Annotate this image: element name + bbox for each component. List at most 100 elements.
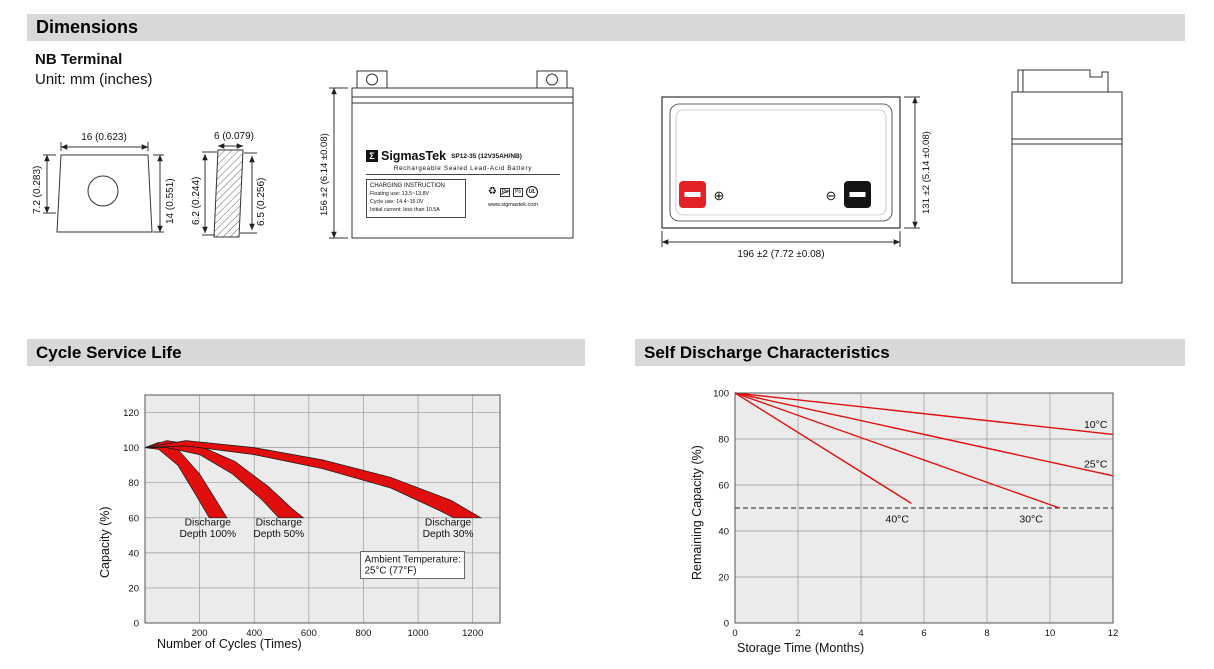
temperature-line	[734, 392, 1114, 477]
unit-label: Unit: mm (inches)	[35, 71, 153, 89]
annotation-text: Ambient Temperature:	[365, 555, 461, 566]
temperature-line-label: 30°C	[1019, 514, 1043, 526]
dim-battery-width: 131 ±2 (5.14 ±0.08)	[921, 131, 932, 214]
self-discharge-plot: 10°C 25°C 30°C 40°C 0 20 40 60 80 100 0 2 4 6 8 10 12	[713, 389, 1118, 640]
battery-top-view: ⊕ ⊖	[661, 96, 920, 247]
plot-border	[734, 392, 1114, 624]
dim-pin-h2: 6.5 (0.256)	[256, 178, 267, 226]
label-subtitle: Rechargeable Sealed Lead-Acid Battery	[366, 165, 560, 175]
x-tick-label: 8	[984, 628, 989, 639]
x-tick-label: 4	[858, 628, 863, 639]
y-tick-label: 100	[123, 443, 139, 454]
temperature-line	[734, 392, 1060, 509]
logo-glyph: Σ	[369, 151, 375, 161]
x-tick-label: 10	[1045, 628, 1056, 639]
y-tick-label: 80	[128, 478, 139, 489]
y-tick-label: 20	[128, 583, 139, 594]
y-tick-label: 0	[724, 619, 729, 630]
chart2-y-axis-label: Remaining Capacity (%)	[690, 445, 704, 581]
dim-battery-length: 196 ±2 (7.72 ±0.08)	[737, 249, 824, 260]
charging-title: CHARGING INSTRUCTION	[370, 183, 445, 189]
annotation-box	[360, 551, 466, 580]
lead-pb-icon: Pb	[512, 187, 524, 197]
annotation-text: 25°C (77°F)	[365, 566, 417, 577]
label-certification-icons: ♻ Pb Pb UL www.sigmastek.com	[466, 179, 560, 218]
y-tick-label: 0	[134, 619, 139, 630]
terminal-body-shape	[56, 154, 153, 233]
x-tick-label: 800	[356, 628, 372, 639]
terminal-type-label: NB Terminal	[35, 51, 123, 68]
ul-certification-icon: UL	[526, 186, 539, 198]
discharge-depth-band	[144, 440, 483, 519]
charging-line: Cycle use: 14.4~15.0V	[370, 198, 424, 205]
terminal-bolt-hole	[87, 175, 119, 207]
icon-row: ♻ Pb Pb UL	[487, 186, 539, 198]
dim-terminal-h2: 14 (0.551)	[165, 178, 176, 224]
x-tick-label: 1200	[462, 628, 483, 639]
section-header-self-discharge: Self Discharge Characteristics	[635, 339, 1185, 366]
label-brand-row: Σ SigmasTek SP12-35 (12V35AH/NB)	[366, 149, 560, 163]
temperature-line-label: 10°C	[1084, 419, 1108, 431]
terminal-info: NB Terminal Unit: mm (inches)	[35, 50, 153, 91]
y-tick-label: 60	[718, 481, 729, 492]
brand-name: SigmasTek	[381, 149, 447, 163]
chart1-x-axis-label: Number of Cycles (Times)	[157, 637, 302, 651]
charging-instruction-box: CHARGING INSTRUCTION Floating use: 13.5~…	[366, 179, 466, 218]
annotation-text: Depth 50%	[253, 529, 304, 540]
cycle-service-life-chart: 0 20 40 60 80 100 120 200 400 600 800 1000 1200 Disch…	[95, 385, 525, 669]
sigmastek-logo-icon: Σ	[366, 150, 378, 162]
x-tick-label: 2	[795, 628, 800, 639]
y-tick-label: 40	[128, 548, 139, 559]
section-header-cycle-service-life: Cycle Service Life	[27, 339, 585, 366]
model-number: SP12-35 (12V35AH/NB)	[451, 152, 522, 160]
temperature-line	[734, 392, 1114, 436]
y-tick-label: 100	[713, 389, 729, 400]
section-title: Self Discharge Characteristics	[644, 342, 890, 362]
charging-line: Floating use: 13.5~13.8V	[370, 191, 430, 197]
terminal-pin-drawing	[202, 143, 257, 238]
section-title: Cycle Service Life	[36, 342, 182, 362]
y-tick-label: 80	[718, 435, 729, 446]
y-tick-label: 40	[718, 527, 729, 538]
section-header-dimensions: Dimensions	[27, 14, 1185, 41]
x-tick-label: 200	[192, 628, 208, 639]
charging-line: Initial current: less than 10.5A	[370, 206, 440, 213]
x-tick-label: 6	[921, 628, 926, 639]
x-tick-label: 400	[246, 628, 262, 639]
terminal-front-drawing	[43, 142, 164, 233]
annotation-text: Discharge	[185, 517, 232, 528]
recycle-icon: ♻	[487, 186, 497, 197]
cycle-service-life-plot: 0 20 40 60 80 100 120 200 400 600 800 1000 1200 Disch…	[123, 394, 501, 639]
chart2-x-axis-label: Storage Time (Months)	[737, 641, 865, 655]
section-title: Dimensions	[36, 17, 139, 37]
y-tick-label: 20	[718, 573, 729, 584]
dim-pin-width: 6 (0.079)	[214, 131, 254, 142]
dim-terminal-width: 16 (0.623)	[81, 132, 127, 143]
y-tick-label: 120	[123, 408, 139, 419]
dim-pin-h1: 6.2 (0.244)	[191, 177, 202, 225]
pin-cross-section	[213, 149, 244, 238]
website-url: www.sigmastek.com	[488, 202, 538, 208]
battery-side-view	[1011, 69, 1123, 284]
minus-symbol: ⊖	[826, 188, 837, 203]
annotation-text: Depth 100%	[179, 529, 236, 540]
negative-terminal-red	[679, 181, 706, 208]
plot-border	[144, 394, 501, 624]
temperature-line	[734, 392, 912, 504]
annotation-text: Discharge	[256, 517, 303, 528]
temperature-line-label: 40°C	[885, 514, 909, 526]
plus-symbol: ⊕	[714, 188, 725, 203]
dimension-drawings: 16 (0.623) 7.2 (0.283) 14 (0.551) 6 (0.0…	[32, 69, 1123, 284]
y-tick-label: 60	[128, 513, 139, 524]
x-tick-label: 1000	[408, 628, 429, 639]
annotation-text: Depth 30%	[423, 529, 474, 540]
battery-label: Σ SigmasTek SP12-35 (12V35AH/NB) Recharg…	[366, 149, 560, 218]
label-detail-row: CHARGING INSTRUCTION Floating use: 13.5~…	[366, 179, 560, 218]
x-tick-label: 0	[732, 628, 737, 639]
chart1-y-axis-label: Capacity (%)	[98, 506, 112, 579]
annotation-text: Discharge	[425, 517, 472, 528]
dim-terminal-h1: 7.2 (0.283)	[32, 166, 43, 214]
self-discharge-chart: 10°C 25°C 30°C 40°C 0 20 40 60 80 100 0 2 4 6 8 10 12	[635, 385, 1135, 669]
lead-pb-crossed-icon: Pb	[499, 187, 510, 197]
